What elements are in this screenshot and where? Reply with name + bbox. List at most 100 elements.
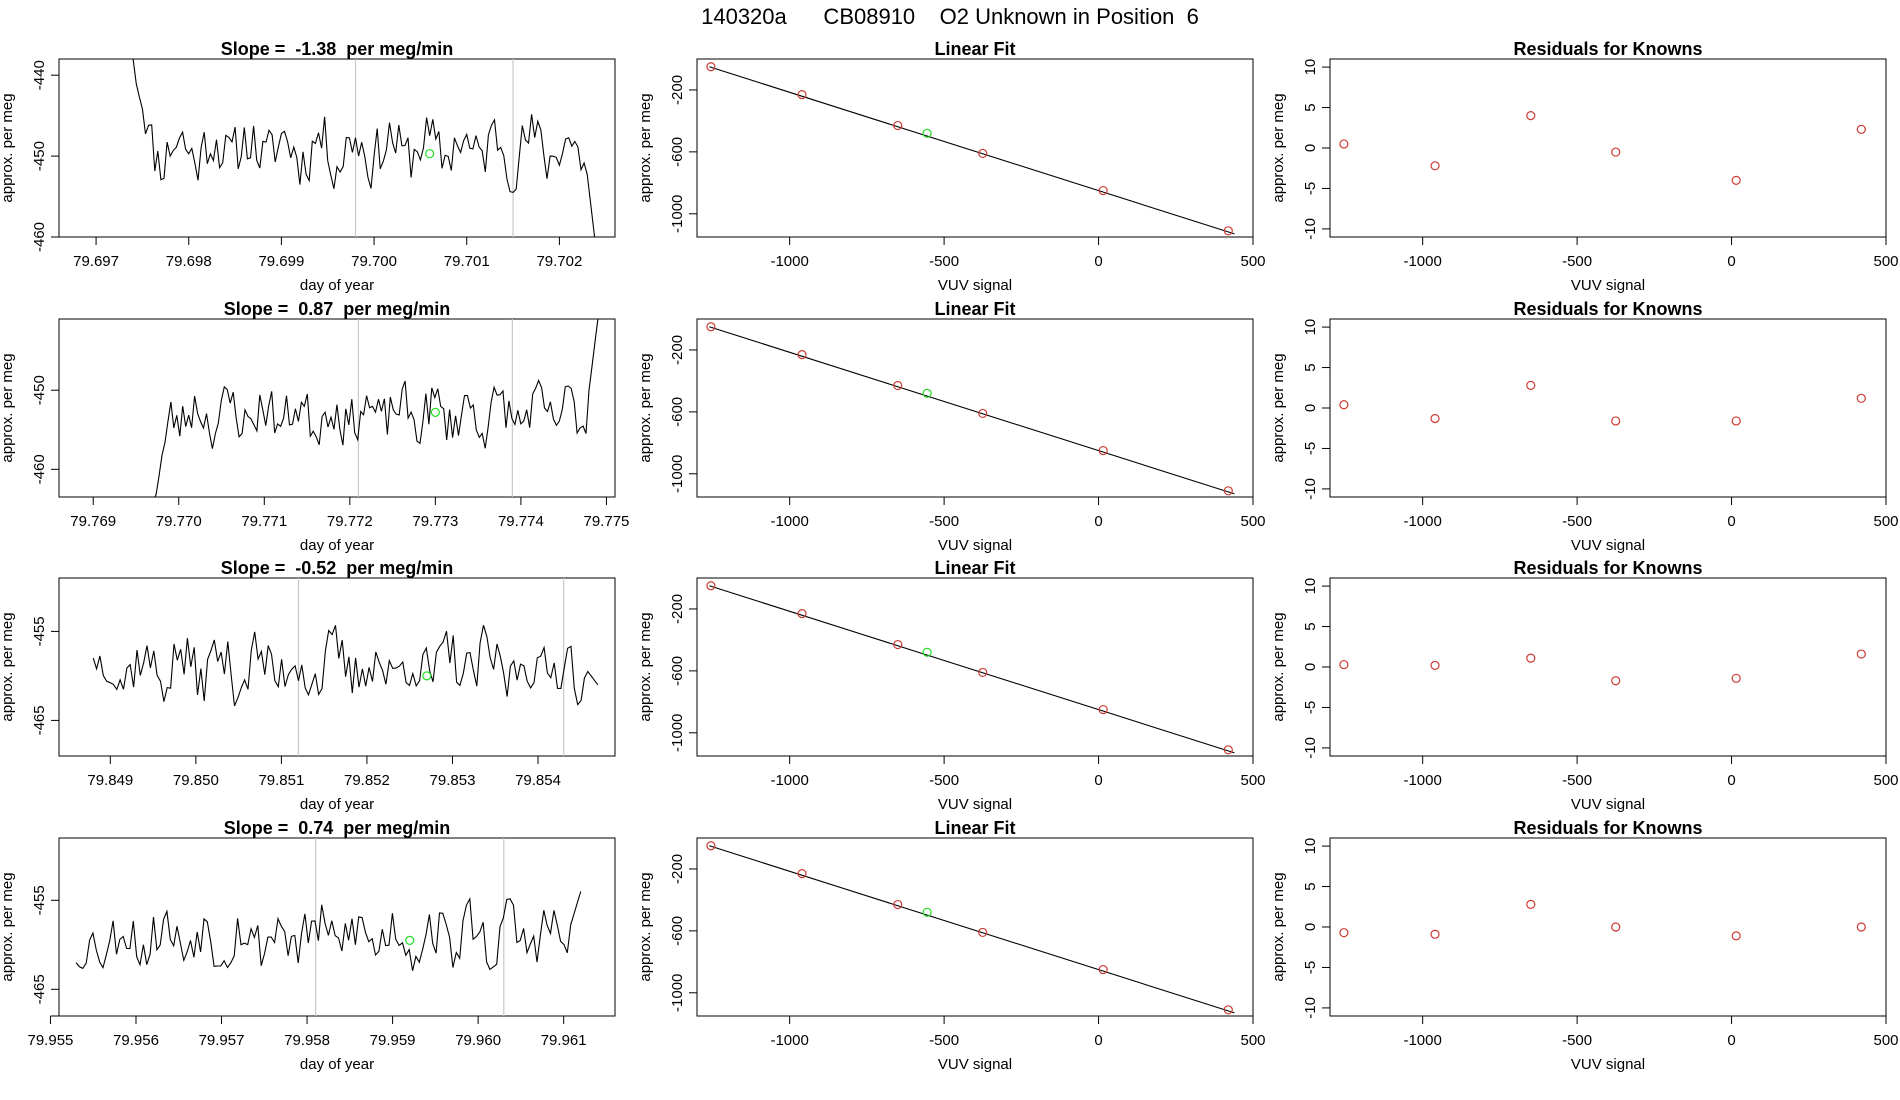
known-point	[1526, 380, 1536, 390]
panel-3-2: Linear Fit VUV signal approx. per meg -1000…	[637, 558, 1266, 813]
known-point	[1526, 899, 1536, 909]
panel-2-3: Residuals for Knowns VUV signal approx. pe…	[1270, 299, 1899, 554]
x-tick-label: 79.956	[113, 1032, 159, 1049]
plot-frame	[696, 318, 1254, 498]
plot-frame	[696, 58, 1254, 238]
x-tick-label: 0	[1727, 513, 1735, 530]
x-axis-label: day of year	[300, 796, 374, 813]
x-tick-label: 500	[1240, 253, 1265, 270]
signal-trace	[75, 891, 582, 971]
x-tick-label: 79.851	[258, 772, 304, 789]
panel-4-3: Residuals for Knowns VUV signal approx. pe…	[1270, 818, 1899, 1073]
known-point	[797, 868, 807, 879]
y-axis-label: approx. per meg	[637, 353, 654, 462]
y-axis: 10 5 0 -5 -10	[1302, 838, 1331, 1019]
y-tick-label: -200	[669, 854, 686, 884]
known-point	[1223, 745, 1233, 755]
known-point	[1098, 704, 1108, 715]
known-point	[1611, 922, 1621, 932]
known-point	[1856, 393, 1866, 403]
x-tick-label: 500	[1240, 1032, 1265, 1049]
x-axis: -1000 -500 0 500	[1403, 755, 1899, 789]
known-point	[1223, 486, 1233, 496]
y-axis-label: approx. per meg	[0, 93, 16, 202]
x-tick-label: 79.772	[327, 513, 373, 530]
x-tick-label: 79.769	[70, 513, 116, 530]
known-point	[1856, 649, 1866, 659]
plot-frame	[1329, 58, 1887, 238]
x-axis: -1000 -500 0 500	[1403, 1015, 1899, 1049]
signal-trace	[92, 625, 599, 707]
panel-4-2: Linear Fit VUV signal approx. per meg -1000…	[637, 818, 1266, 1073]
x-tick-label: 0	[1727, 1032, 1735, 1049]
x-tick-label: 79.958	[284, 1032, 330, 1049]
y-tick-label: 5	[1302, 363, 1319, 371]
x-tick-label: 79.852	[344, 772, 390, 789]
x-tick-label: -1000	[1403, 772, 1441, 789]
unknown-point	[922, 128, 932, 138]
y-tick-label: 0	[1302, 663, 1319, 671]
y-axis-label: approx. per meg	[1270, 612, 1287, 721]
known-point	[893, 639, 903, 650]
unknown-point	[425, 149, 435, 159]
x-axis-label: VUV signal	[938, 537, 1012, 554]
x-tick-label: 500	[1873, 513, 1898, 530]
x-tick-label: -500	[929, 1032, 959, 1049]
x-axis-label: VUV signal	[1571, 277, 1645, 294]
x-tick-label: 500	[1240, 772, 1265, 789]
x-tick-label: 79.771	[241, 513, 287, 530]
x-axis-label: day of year	[300, 277, 374, 294]
panel-title: Residuals for Knowns	[1513, 39, 1702, 59]
x-axis: -1000 -500 0 500	[770, 236, 1266, 270]
y-axis: -455 -465	[31, 885, 60, 1004]
y-tick-label: 10	[1302, 838, 1319, 855]
y-tick-label: -465	[31, 974, 48, 1004]
fit-line	[709, 845, 1235, 1014]
x-axis-label: VUV signal	[1571, 796, 1645, 813]
unknown-point	[422, 671, 432, 681]
unknown-point	[405, 935, 415, 945]
x-axis: 79.955 79.956 79.957 79.958 79.959 79.960 79.9…	[28, 1015, 587, 1049]
known-point	[1223, 226, 1233, 236]
x-tick-label: 0	[1094, 513, 1102, 530]
known-point	[893, 899, 903, 910]
known-point	[893, 380, 903, 391]
x-axis: 79.697 79.698 79.699 79.700 79.701 79.702	[73, 236, 582, 270]
panel-1-2: Linear Fit VUV signal approx. per meg -1000…	[637, 39, 1266, 294]
y-tick-label: 5	[1302, 622, 1319, 630]
y-axis-label: approx. per meg	[0, 353, 16, 462]
x-tick-label: 79.702	[536, 253, 582, 270]
y-axis-label: approx. per meg	[637, 93, 654, 202]
panel-title: Residuals for Knowns	[1513, 299, 1702, 319]
x-tick-label: -1000	[1403, 253, 1441, 270]
y-axis: -455 -465	[31, 616, 60, 735]
known-point	[1611, 676, 1621, 686]
known-point	[1731, 416, 1741, 426]
y-tick-label: 10	[1302, 319, 1319, 336]
x-tick-label: -500	[929, 253, 959, 270]
x-tick-label: 500	[1873, 253, 1898, 270]
y-tick-label: -200	[669, 75, 686, 105]
y-tick-label: -1000	[669, 974, 686, 1012]
x-tick-label: 79.700	[351, 253, 397, 270]
x-tick-label: -500	[1562, 253, 1592, 270]
y-axis: -200 -600 -1000	[669, 335, 698, 493]
y-tick-label: -460	[31, 454, 48, 484]
y-tick-label: -460	[31, 222, 48, 252]
y-tick-label: -455	[31, 616, 48, 646]
x-tick-label: 0	[1094, 772, 1102, 789]
y-tick-label: -600	[669, 916, 686, 946]
known-point	[1430, 929, 1440, 939]
x-tick-label: -1000	[1403, 513, 1441, 530]
x-tick-label: 500	[1873, 1032, 1898, 1049]
y-tick-label: -465	[31, 705, 48, 735]
x-tick-label: 79.773	[412, 513, 458, 530]
y-tick-label: 5	[1302, 882, 1319, 890]
y-tick-label: -1000	[669, 455, 686, 493]
x-tick-label: 79.849	[87, 772, 133, 789]
y-tick-label: -440	[31, 60, 48, 90]
y-tick-label: -5	[1302, 961, 1319, 974]
known-point	[1526, 111, 1536, 121]
known-point	[706, 841, 716, 851]
x-tick-label: -500	[929, 513, 959, 530]
